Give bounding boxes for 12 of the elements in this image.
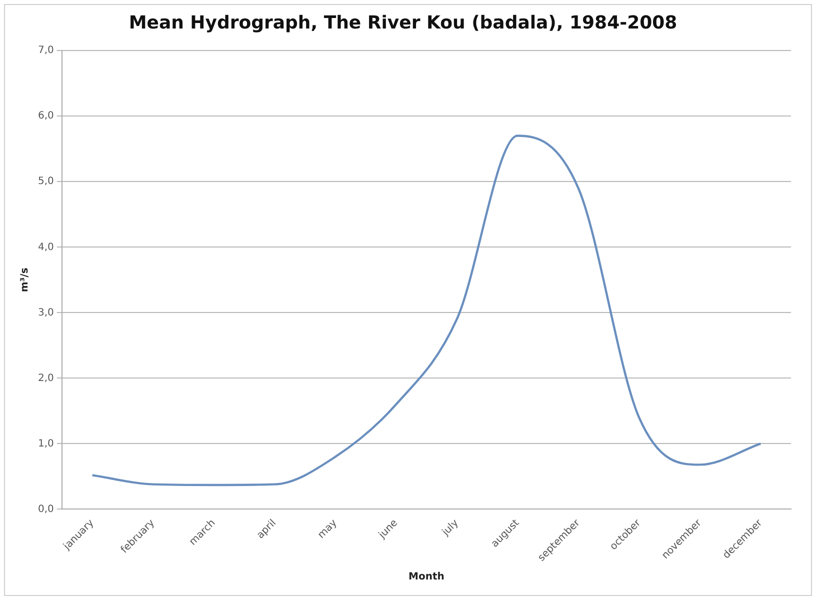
x-axis-title: Month <box>408 572 444 583</box>
y-axis-title: m³/s <box>20 268 31 292</box>
y-tick-label: 5,0 <box>38 176 54 188</box>
y-tick-label: 6,0 <box>38 110 54 122</box>
y-tick-label: 3,0 <box>38 307 54 318</box>
y-tick-label: 2,0 <box>38 372 54 384</box>
line-series <box>91 134 762 486</box>
y-tick-label: 1,0 <box>38 438 54 450</box>
y-tick-label: 7,0 <box>38 45 54 56</box>
y-tick-label: 4,0 <box>38 242 54 253</box>
y-tick-label: 0,0 <box>38 504 54 515</box>
chart-title: Mean Hydrograph, The River Kou (badala), 1984-2008 <box>128 12 678 34</box>
